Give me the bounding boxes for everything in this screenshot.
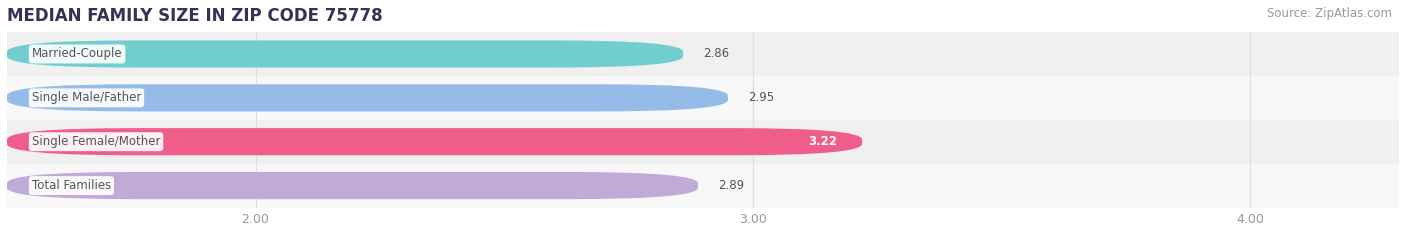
FancyBboxPatch shape (7, 84, 728, 111)
FancyBboxPatch shape (7, 172, 697, 199)
FancyBboxPatch shape (7, 40, 683, 68)
Text: 3.22: 3.22 (808, 135, 837, 148)
Text: MEDIAN FAMILY SIZE IN ZIP CODE 75778: MEDIAN FAMILY SIZE IN ZIP CODE 75778 (7, 7, 382, 25)
Text: Married-Couple: Married-Couple (32, 48, 122, 61)
Bar (7, 32, 1399, 76)
FancyBboxPatch shape (7, 128, 862, 155)
Text: Single Female/Mother: Single Female/Mother (32, 135, 160, 148)
Text: 2.89: 2.89 (718, 179, 744, 192)
Bar (7, 120, 1399, 164)
Bar (7, 164, 1399, 208)
Text: 2.95: 2.95 (748, 91, 773, 104)
Text: Single Male/Father: Single Male/Father (32, 91, 141, 104)
Text: 2.86: 2.86 (703, 48, 730, 61)
Text: Source: ZipAtlas.com: Source: ZipAtlas.com (1267, 7, 1392, 20)
Text: Total Families: Total Families (32, 179, 111, 192)
Bar (7, 76, 1399, 120)
